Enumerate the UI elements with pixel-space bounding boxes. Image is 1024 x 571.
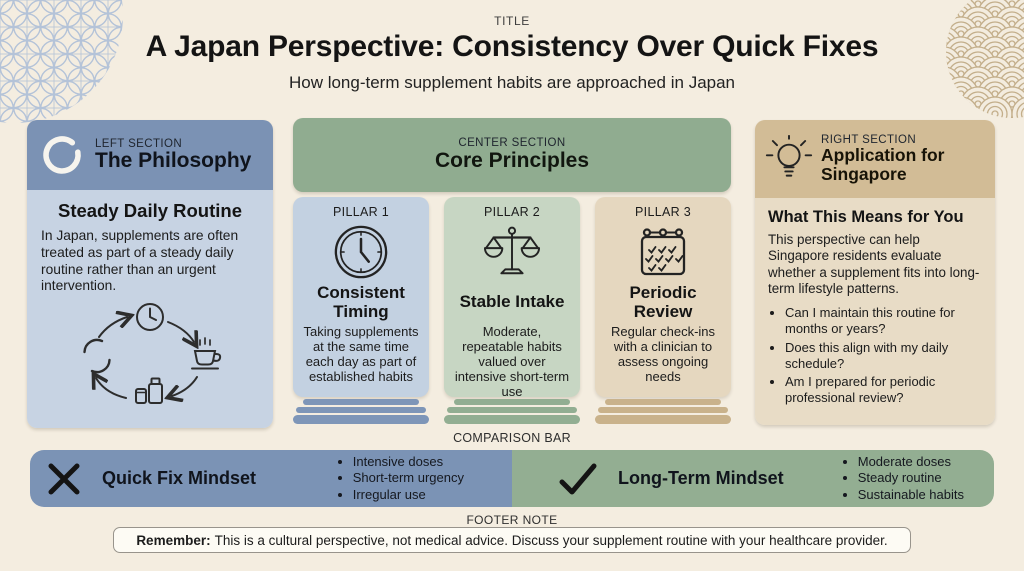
center-section-title: Core Principles [434, 149, 590, 173]
pillar-3-base [604, 399, 722, 405]
footer-note-text: This is a cultural perspective, not medi… [214, 532, 888, 548]
page-subtitle: How long-term supplement habits are appr… [288, 73, 736, 92]
left-section-card: LEFT SECTION The Philosophy Steady Daily… [27, 120, 273, 428]
clock-icon [300, 221, 422, 283]
left-card-title: Steady Daily Routine [57, 200, 242, 221]
list-item: Intensive doses [353, 454, 464, 470]
quick-fix-bullets: Intensive doses Short-term urgency Irreg… [337, 454, 464, 503]
pillar-1-title: Consistent Timing [317, 283, 405, 322]
right-section-header: RIGHT SECTION Application for Singapore [755, 120, 995, 198]
right-section-card: RIGHT SECTION Application for Singapore … [755, 120, 995, 425]
list-item: Steady routine [858, 470, 964, 486]
pillar-1-base [302, 399, 420, 405]
lightbulb-icon [765, 135, 813, 177]
pillar-1-eyebrow: PILLAR 1 [333, 205, 389, 219]
pillar-3-description: Regular check-ins with a clinician to as… [610, 324, 716, 385]
arrow-bottles-to-refresh [96, 378, 127, 400]
comparison-bar-eyebrow: COMPARISON BAR [453, 431, 571, 445]
list-item: Irregular use [353, 487, 464, 503]
pillar-1: PILLAR 1 Consistent Timing Taking supple… [293, 197, 429, 424]
pillar-3: PILLAR 3 [595, 197, 731, 424]
check-mark-icon [559, 463, 597, 494]
quick-fix-label: Quick Fix Mindset [102, 468, 257, 488]
footer-note-box: Remember: This is a cultural perspective… [113, 527, 911, 553]
arrow-clock-to-cup [167, 321, 194, 342]
comparison-bar: Quick Fix Mindset Intensive doses Short-… [30, 450, 994, 507]
pillar-2-title: Stable Intake [459, 292, 565, 312]
pillar-1-description: Taking supplements at the same time each… [303, 324, 419, 385]
right-bullet-list: Can I maintain this routine for months o… [768, 305, 982, 406]
refresh-icon [83, 339, 111, 374]
left-section-eyebrow: LEFT SECTION [95, 137, 183, 150]
x-mark-icon [48, 463, 80, 494]
list-item: Can I maintain this routine for months o… [785, 305, 982, 337]
calendar-check-icon [602, 221, 724, 283]
daily-cycle-diagram [41, 297, 259, 415]
pillars-row: PILLAR 1 Consistent Timing Taking supple… [293, 197, 731, 424]
pillar-3-eyebrow: PILLAR 3 [635, 205, 691, 219]
long-term-bullets: Moderate doses Steady routine Sustainabl… [842, 454, 964, 503]
pillar-2-description: Moderate, repeatable habits valued over … [454, 324, 570, 400]
right-section-title: Application for Singapore [821, 145, 945, 184]
right-section-eyebrow: RIGHT SECTION [821, 134, 917, 147]
arrow-refresh-to-clock [98, 317, 127, 339]
pillar-2-eyebrow: PILLAR 2 [484, 205, 540, 219]
list-item: Short-term urgency [353, 470, 464, 486]
teacup-icon [191, 337, 222, 370]
left-section-body: Steady Daily Routine In Japan, supplemen… [27, 190, 273, 428]
list-item: Moderate doses [858, 454, 964, 470]
page-eyebrow: TITLE [494, 14, 530, 28]
supplement-bottles-icon [135, 377, 163, 405]
right-card-text: This perspective can help Singapore resi… [768, 232, 980, 297]
pillar-2: PILLAR 2 [444, 197, 580, 424]
list-item: Does this align with my daily schedule? [785, 340, 982, 372]
clock-icon [136, 303, 164, 332]
page-title: A Japan Perspective: Consistency Over Qu… [145, 30, 879, 63]
pillar-3-title: Periodic Review [629, 283, 697, 322]
left-section-header: LEFT SECTION The Philosophy [27, 120, 273, 190]
right-card-title: What This Means for You [768, 208, 964, 226]
center-section-header: CENTER SECTION Core Principles [293, 118, 731, 192]
footer-note-bold: Remember: [136, 532, 211, 548]
list-item: Sustainable habits [858, 487, 964, 503]
left-section-title: The Philosophy [95, 148, 252, 172]
long-term-label: Long-Term Mindset [618, 468, 784, 488]
left-card-text: In Japan, supplements are often treated … [41, 228, 239, 294]
arrow-cup-to-bottles [172, 376, 198, 396]
footer-note-label: FOOTER NOTE [466, 513, 558, 527]
quick-fix-half: Quick Fix Mindset Intensive doses Short-… [30, 450, 512, 507]
balance-scale-icon [451, 221, 573, 283]
enso-circle-icon [43, 136, 81, 174]
center-section-eyebrow: CENTER SECTION [458, 137, 566, 150]
pillar-2-base [453, 399, 571, 405]
list-item: Am I prepared for periodic professional … [785, 374, 982, 406]
right-section-body: What This Means for You This perspective… [755, 198, 995, 425]
long-term-half: Long-Term Mindset Moderate doses Steady … [512, 450, 994, 507]
